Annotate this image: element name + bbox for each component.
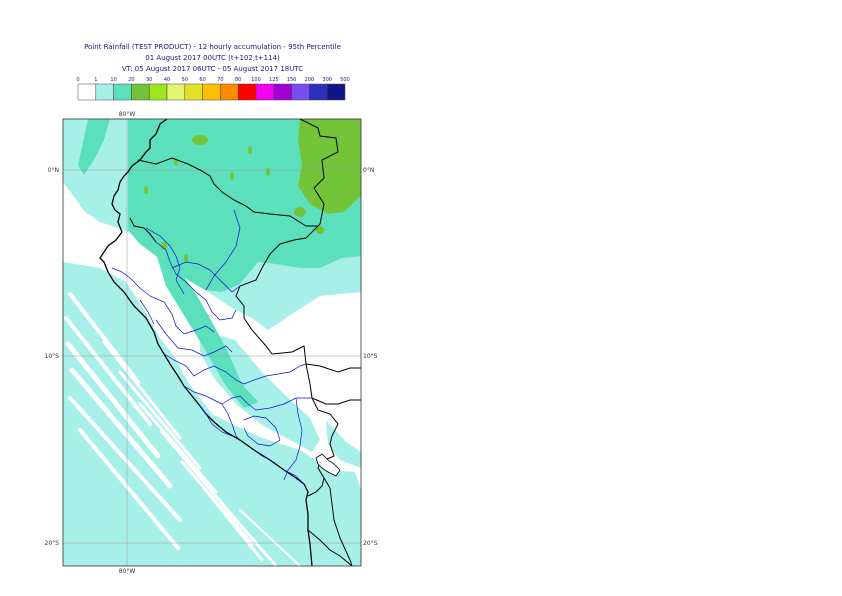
legend-threshold-10: 100 — [251, 77, 261, 83]
lat-label-right-10: 10°S — [363, 353, 378, 360]
rainfall-legend: 0 1 10 20 30 40 50 60 70 80 100 125 150 200 300 500 — [76, 77, 350, 101]
lat-label-left-10: 10°S — [45, 353, 60, 360]
legend-threshold-2: 10 — [110, 77, 116, 83]
legend-threshold-11: 125 — [269, 77, 279, 83]
legend-threshold-3: 20 — [128, 77, 134, 83]
legend-threshold-9: 80 — [235, 77, 241, 83]
map-area — [63, 119, 361, 566]
map-title: Point Rainfall (TEST PRODUCT) - 12 hourl… — [84, 43, 341, 51]
valid-time: VT: 05 August 2017 06UTC - 05 August 201… — [121, 65, 304, 73]
lon-label-top: 80°W — [119, 111, 136, 118]
ocean-streaks — [64, 228, 301, 566]
national-borders — [129, 119, 361, 566]
lat-label-left-0: 0°N — [48, 167, 59, 174]
legend-threshold-8: 70 — [217, 77, 223, 83]
legend-threshold-1: 1 — [94, 77, 97, 83]
map-frame — [62, 118, 362, 567]
legend-threshold-6: 50 — [182, 77, 188, 83]
legend-swatch-14 — [326, 83, 346, 101]
regional-boundaries — [111, 209, 312, 485]
legend-threshold-0: 0 — [76, 77, 79, 83]
lake-outline — [315, 453, 341, 477]
legend-threshold-7: 60 — [199, 77, 205, 83]
lon-label-bottom: 80°W — [119, 568, 136, 575]
legend-threshold-13: 200 — [305, 77, 315, 83]
lat-label-left-20: 20°S — [45, 540, 60, 547]
legend-threshold-5: 40 — [164, 77, 170, 83]
lat-label-right-0: 0°N — [363, 167, 374, 174]
coastline — [99, 119, 313, 566]
legend-threshold-12: 150 — [287, 77, 297, 83]
legend-threshold-15: 500 — [340, 77, 350, 83]
graticule — [63, 119, 361, 566]
lat-label-right-20: 20°S — [363, 540, 378, 547]
legend-threshold-4: 30 — [146, 77, 152, 83]
legend-threshold-14: 300 — [322, 77, 332, 83]
run-time: 01 August 2017 00UTC (t+102,t+114) — [145, 54, 280, 62]
